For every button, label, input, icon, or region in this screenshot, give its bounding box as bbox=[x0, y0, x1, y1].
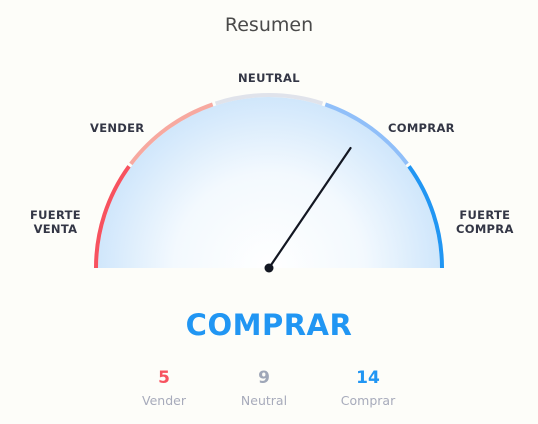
count-neutral: 9 Neutral bbox=[219, 366, 309, 412]
zone-label-strong-sell-line1: FUERTE bbox=[30, 208, 81, 222]
count-sell-label: Vender bbox=[142, 393, 186, 408]
count-sell: 5 Vender bbox=[119, 366, 209, 412]
summary-title: Resumen bbox=[224, 14, 314, 36]
count-sell-value: 5 bbox=[158, 368, 170, 388]
signal-counts: 5 Vender 9 Neutral 14 Comprar bbox=[0, 366, 538, 416]
zone-label-buy: COMPRAR bbox=[388, 121, 455, 135]
count-neutral-value: 9 bbox=[258, 368, 270, 388]
gauge-fill-area bbox=[98, 97, 440, 268]
count-neutral-label: Neutral bbox=[240, 393, 288, 408]
gauge-arc-strong-sell bbox=[94, 165, 131, 269]
zone-label-neutral: NEUTRAL bbox=[238, 71, 300, 85]
summary-signal: COMPRAR bbox=[185, 308, 353, 342]
count-buy-label: Comprar bbox=[340, 393, 396, 408]
gauge-needle bbox=[267, 146, 352, 270]
zone-label-strong-buy-line2: COMPRA bbox=[456, 222, 514, 236]
zone-label-strong-buy: FUERTE COMPRA bbox=[456, 208, 514, 236]
count-buy-value: 14 bbox=[356, 368, 380, 388]
zone-label-sell: VENDER bbox=[90, 121, 145, 135]
zone-label-strong-sell: FUERTE VENTA bbox=[30, 208, 81, 236]
zone-label-strong-buy-line1: FUERTE bbox=[459, 208, 511, 222]
gauge-arc-buy bbox=[324, 102, 409, 166]
count-buy: 14 Comprar bbox=[323, 366, 413, 412]
gauge-arc-strong-buy bbox=[407, 165, 444, 269]
gauge-arc-sell bbox=[129, 102, 214, 166]
zone-label-strong-sell-line2: VENTA bbox=[33, 222, 78, 236]
gauge-needle-pivot bbox=[264, 263, 274, 273]
gauge-arc-neutral bbox=[214, 93, 324, 106]
